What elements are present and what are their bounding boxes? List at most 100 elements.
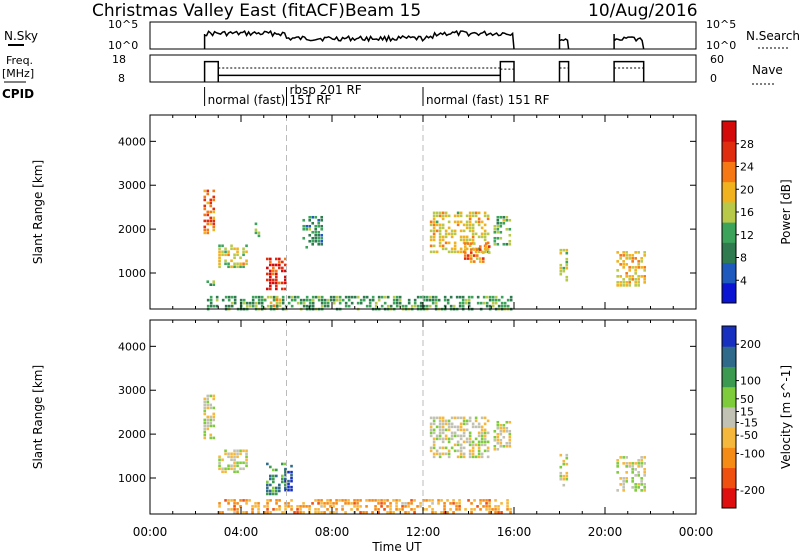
scatter-cell [640,260,643,263]
scatter-cell [281,260,284,264]
scatter-cell [224,467,227,471]
scatter-cell [212,436,216,440]
scatter-cell [450,229,454,233]
scatter-cell [471,440,475,444]
scatter-cell [260,295,264,299]
scatter-cell [317,239,321,243]
scatter-cell [245,304,249,308]
nsky-left-tick-top: 10^5 [108,18,138,31]
scatter-cell [443,505,446,508]
scatter-cell [459,220,463,224]
scatter-cell [302,227,306,231]
scatter-cell [293,298,297,302]
scatter-cell [453,449,457,453]
velocity-frame [149,319,697,515]
scatter-cell [483,250,487,254]
scatter-cell [446,499,449,502]
scatter-cell [493,438,497,442]
scatter-cell [480,440,484,444]
scatter-cell [502,242,506,246]
scatter-cell [469,254,473,257]
scatter-cell [371,499,374,502]
scatter-cell [565,275,569,279]
scatter-cell [224,259,227,263]
scatter-cell [471,443,475,447]
scatter-cell [474,220,478,224]
nsky-trace [613,34,645,50]
scatter-cell [320,298,324,302]
scatter-cell [443,304,447,308]
scatter-cell [438,455,442,459]
scatter-cell [278,298,282,302]
scatter-cell [640,489,643,492]
scatter-cell [212,397,216,401]
scatter-cell [455,508,458,511]
scatter-cell [441,416,445,420]
scatter-cell [311,502,314,505]
scatter-cell [456,425,460,429]
scatter-cell [284,473,287,477]
scatter-cell [266,287,269,291]
scatter-cell [477,443,481,447]
scatter-cell [628,266,631,269]
scatter-cell [637,260,640,263]
scatter-cell [212,207,216,211]
scatter-cell [257,502,260,505]
scatter-cell [473,508,476,511]
scatter-cell [502,444,506,448]
scatter-cell [453,244,457,248]
scatter-cell [486,241,490,245]
scatter-cell [508,242,512,246]
scatter-cell [242,461,245,465]
scatter-cell [565,474,569,478]
scatter-cell [266,295,270,299]
scatter-cell [290,488,293,492]
scatter-cell [317,224,321,228]
scatter-cell [468,214,472,218]
scatter-cell [368,298,372,302]
scatter-cell [461,298,465,302]
scatter-cell [269,301,273,305]
velocity-axes: 1000 2000 3000 4000 [118,320,697,514]
scatter-cell [466,242,470,245]
scatter-cell [447,214,451,218]
scatter-cell [634,489,637,492]
scatter-cell [482,295,486,299]
scatter-cell [634,468,637,471]
time-tick-label: 16:00 [497,525,532,539]
scatter-cell [453,250,457,254]
scatter-cell [356,508,359,511]
scatter-cell [509,295,513,299]
scatter-cell [429,416,433,420]
scatter-cell [281,462,284,466]
scatter-cell [287,301,291,305]
colorbar-tick-label: 100 [740,375,761,388]
scatter-cell [203,412,207,416]
scatter-cell [637,465,640,468]
scatter-cell [299,505,302,508]
scatter-cell [471,455,475,459]
scatter-cell [209,424,213,428]
scatter-cell [392,298,396,302]
scatter-cell [497,511,500,514]
scatter-cell [329,502,332,505]
scatter-cell [622,254,625,257]
scatter-cell [505,441,509,445]
scatter-cell [332,505,335,508]
scatter-cell [290,499,293,502]
scatter-cell [494,295,498,299]
scatter-cell [206,427,210,431]
scatter-cell [432,416,436,420]
scatter-cell [505,218,509,222]
scatter-cell [458,502,461,505]
scatter-cell [206,228,210,232]
scatter-cell [284,278,287,282]
scatter-cell [447,440,451,444]
scatter-cell [625,263,628,266]
scatter-cell [341,298,345,302]
scatter-cell [287,488,290,492]
scatter-cell [212,195,216,199]
scatter-cell [203,228,207,232]
scatter-cell [447,449,451,453]
scatter-cell [335,502,338,505]
